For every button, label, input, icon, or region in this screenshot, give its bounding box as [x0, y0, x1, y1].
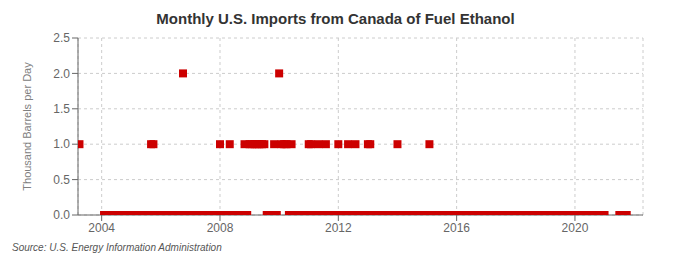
- svg-text:0.0: 0.0: [53, 208, 70, 222]
- svg-text:2012: 2012: [325, 221, 352, 235]
- svg-text:2016: 2016: [443, 221, 470, 235]
- svg-text:2.0: 2.0: [53, 67, 70, 81]
- svg-text:0.5: 0.5: [53, 173, 70, 187]
- svg-text:2008: 2008: [207, 221, 234, 235]
- svg-text:1.0: 1.0: [53, 137, 70, 151]
- html-text:Monthly U.S. Imports from Cana: Monthly U.S. Imports from Canada of Fuel…: [156, 10, 515, 27]
- svg-text:2004: 2004: [88, 221, 115, 235]
- svg-text:2.5: 2.5: [53, 31, 70, 45]
- svg-text:Thousand Barrels per Day: Thousand Barrels per Day: [21, 62, 33, 191]
- svg-text:1.5: 1.5: [53, 102, 70, 116]
- svg-text:2020: 2020: [562, 221, 589, 235]
- html-text:Source: U.S. Energy Informatio: Source: U.S. Energy Information Administ…: [12, 242, 222, 253]
